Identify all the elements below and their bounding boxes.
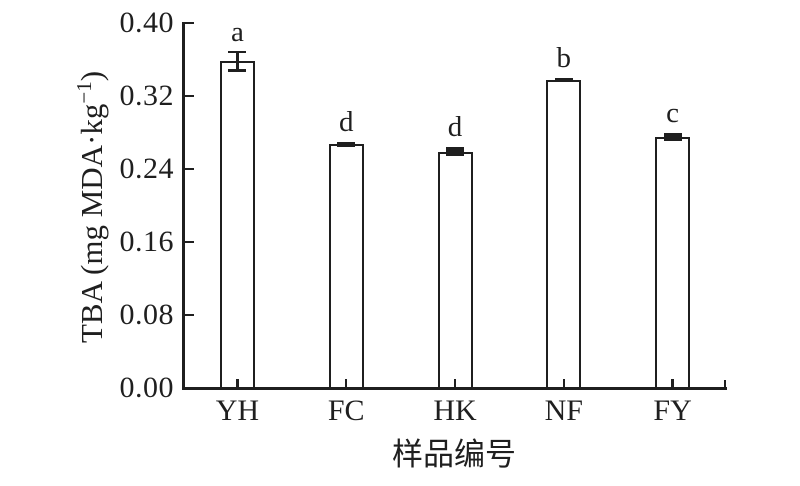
y-tick <box>184 21 194 25</box>
sig-letter: c <box>666 97 680 130</box>
y-tick-label: 0.08 <box>119 298 174 331</box>
x-tick <box>671 378 674 387</box>
x-category-label-HK: HK <box>433 394 477 427</box>
y-tick-label: 0.24 <box>119 152 174 185</box>
sig-letter: d <box>338 105 354 138</box>
x-tick <box>453 378 457 387</box>
y-axis-title-suffix: ) <box>74 70 110 82</box>
x-category-label-FC: FC <box>327 394 365 427</box>
x-category-label-FY: FY <box>653 394 692 427</box>
sig-letter: d <box>447 111 463 144</box>
x-axis-line <box>181 386 727 390</box>
bar-FY <box>655 137 691 390</box>
error-bar-block <box>554 77 573 82</box>
bar-NF <box>546 79 582 390</box>
x-tick <box>344 378 348 387</box>
y-axis-line <box>181 22 185 390</box>
x-tick <box>236 378 239 387</box>
y-tick-label: 0.40 <box>119 6 174 39</box>
sig-letter: b <box>556 41 572 74</box>
error-bar-block <box>663 133 682 141</box>
x-category-label-YH: YH <box>215 394 260 427</box>
y-tick <box>184 386 194 390</box>
x-axis-end-tick <box>723 380 726 387</box>
error-bar-block <box>337 141 356 148</box>
y-axis-title-superscript: −1 <box>71 81 96 104</box>
bar-YH <box>219 61 255 390</box>
y-tick-label: 0.00 <box>119 371 174 404</box>
error-bar-cap-bottom <box>228 69 247 72</box>
x-axis-title: 样品编号 <box>392 437 516 472</box>
y-tick <box>184 94 194 98</box>
x-category-label-NF: NF <box>544 394 583 427</box>
error-bar-line <box>236 52 239 71</box>
x-tick <box>562 378 566 387</box>
bar-HK <box>437 151 473 390</box>
y-tick <box>184 167 194 171</box>
bar-FC <box>328 144 364 390</box>
error-bar-cap-top <box>228 50 247 54</box>
y-tick <box>184 240 194 244</box>
error-bar-block <box>446 147 464 157</box>
y-tick-label: 0.16 <box>119 225 174 258</box>
y-tick <box>184 313 194 317</box>
y-tick-label: 0.32 <box>119 79 174 112</box>
sig-letter: a <box>230 16 244 49</box>
